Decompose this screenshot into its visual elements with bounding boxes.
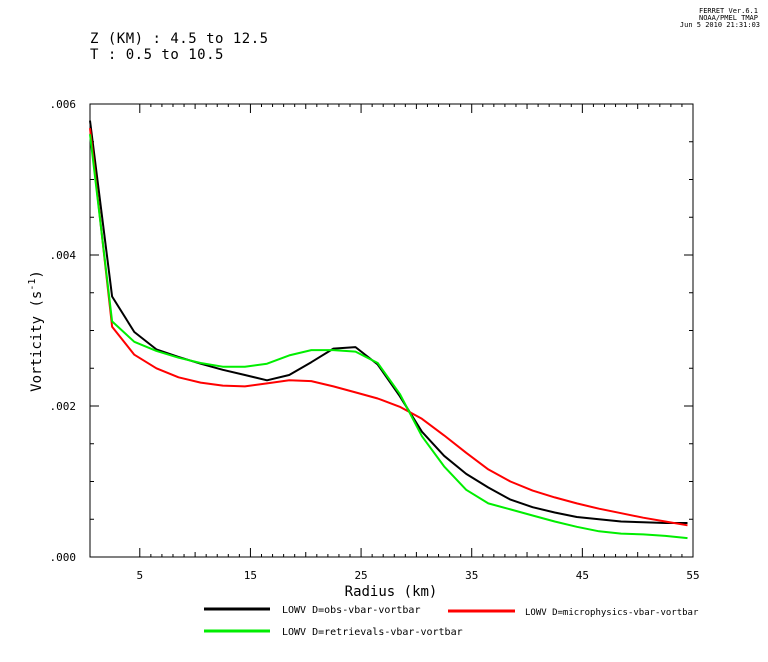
x-tick-label: 45 [576,569,589,582]
legend-label: LOWV D=obs-vbar-vortbar [282,605,420,616]
y-tick-label: .004 [50,249,77,262]
y-axis-label-text: Vorticity (s [29,291,45,392]
legend: LOWV D=obs-vbar-vortbar LOWV D=microphysi… [204,605,699,638]
legend-label: LOWV D=retrievals-vbar-vortbar [282,627,463,638]
x-tick-label: 55 [686,569,699,582]
series-line-1 [89,120,688,524]
y-tick-label: .002 [50,400,77,413]
series-lines [89,120,688,540]
y-tick-label: .006 [50,98,77,111]
subtitle-t-range: T : 0.5 to 10.5 [90,47,224,63]
plot-frame [89,103,694,558]
y-tick-label: .000 [50,551,77,564]
series-line-2 [89,128,688,527]
y-axis-label: Vorticity (s-1) [27,270,45,392]
series-line-3 [89,134,688,540]
subtitle-z-range: Z (KM) : 4.5 to 12.5 [90,31,269,47]
timestamp-label: Jun 5 2010 21:31:03 [679,21,760,29]
x-axis-label: Radius (km) [345,584,438,600]
noaa-label: NOAA/PMEL TMAP [698,14,758,22]
ferret-version-label: FERRET Ver.6.1 [698,7,758,15]
x-tick-label: 15 [244,569,257,582]
y-axis-label-close: ) [29,270,45,278]
x-tick-label: 25 [354,569,367,582]
x-tick-label: 35 [465,569,478,582]
y-axis-label-exponent: -1 [27,279,38,291]
plot-border [89,103,694,558]
legend-label: LOWV D=microphysics-vbar-vortbar [525,608,699,618]
x-tick-label: 5 [136,569,143,582]
axis-ticks: 5 15 25 35 45 55 .000 .002 .004 .006 [50,98,700,582]
